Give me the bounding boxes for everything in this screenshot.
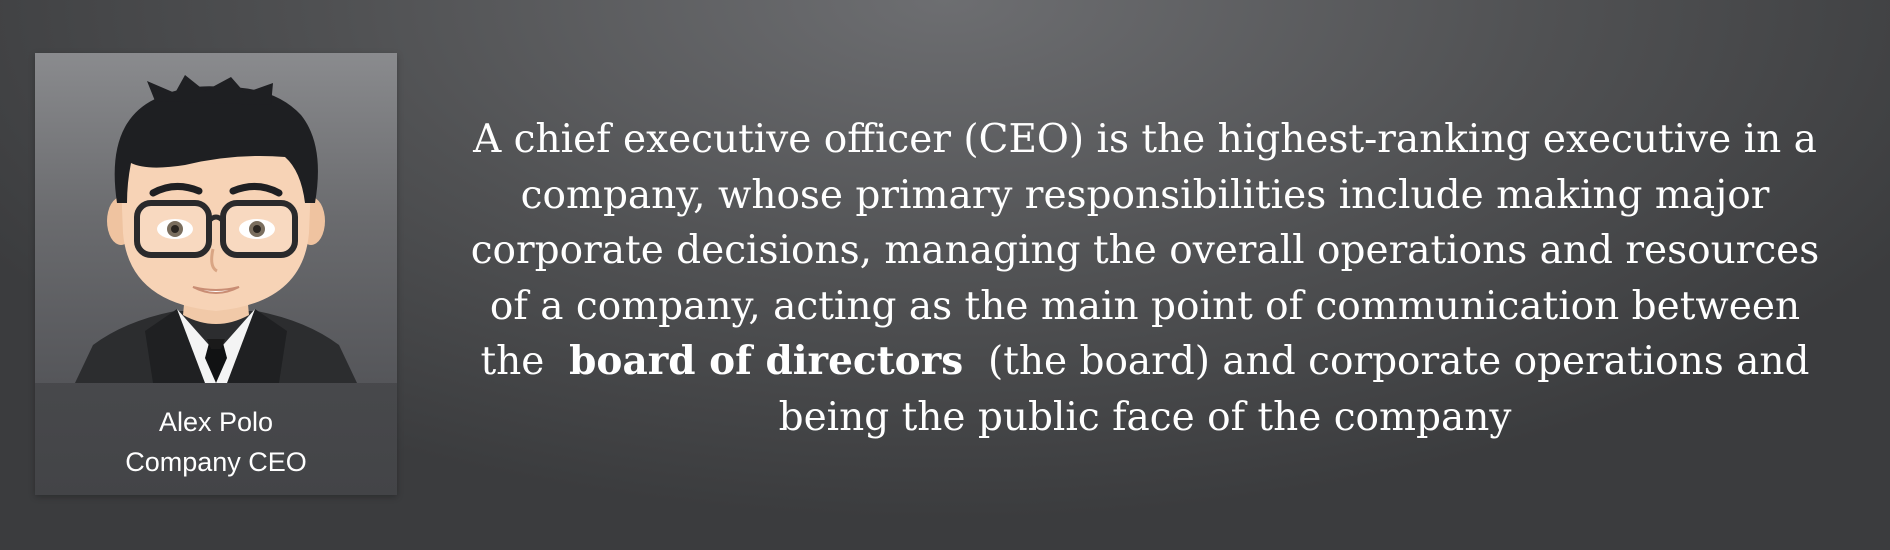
- description-text-end: (the board) and corporate operations and…: [778, 339, 1810, 440]
- description-text-start: A chief executive officer (CEO) is the h…: [470, 117, 1820, 384]
- profile-name: Alex Polo: [158, 407, 274, 437]
- profile-card: Alex Polo Company CEO: [35, 53, 397, 495]
- description-bold-term: board of directors: [569, 338, 964, 384]
- profile-caption: Alex Polo Company CEO: [35, 402, 397, 482]
- cartoon-businessman-avatar-icon: [35, 53, 397, 383]
- profile-role: Company CEO: [125, 447, 307, 477]
- ceo-description: A chief executive officer (CEO) is the h…: [460, 112, 1830, 445]
